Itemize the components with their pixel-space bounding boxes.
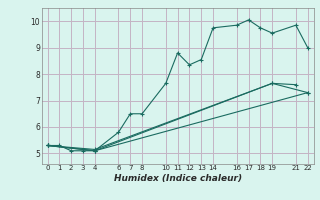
X-axis label: Humidex (Indice chaleur): Humidex (Indice chaleur) — [114, 174, 242, 183]
